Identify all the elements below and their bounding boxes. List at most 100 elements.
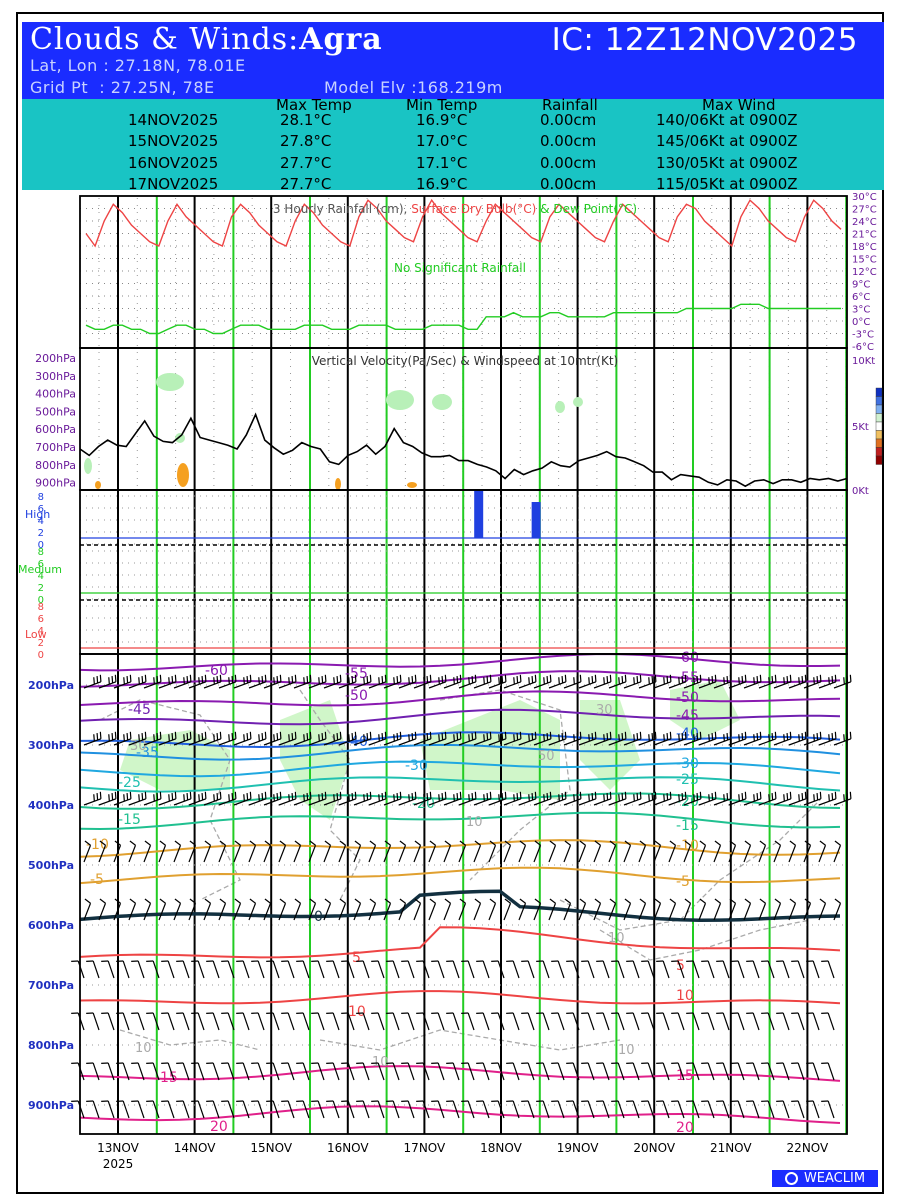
wind-barb — [248, 681, 267, 689]
colour-scale-swatch — [875, 455, 883, 465]
wind-barb — [263, 798, 282, 806]
wind-barb — [737, 1012, 745, 1031]
wind-barb-feather — [636, 793, 639, 801]
colour-scale-swatch — [875, 438, 883, 448]
wind-barb — [797, 1100, 805, 1119]
wind-barb-feather — [414, 791, 417, 799]
wind-barb-feather — [408, 794, 410, 802]
wind-barb — [302, 960, 310, 979]
wind-barb-feather — [444, 674, 447, 682]
cloud-tick-label: 8 — [38, 602, 44, 613]
wind-barb-feather — [516, 676, 519, 684]
vv-downdraft-region — [95, 481, 101, 489]
wind-barb-feather — [501, 793, 504, 801]
wind-barb — [767, 1012, 775, 1031]
wind-barb-feather — [261, 793, 264, 801]
wind-barb — [182, 960, 190, 979]
wind-barb-feather — [279, 898, 286, 904]
wind-barb — [752, 1062, 760, 1081]
wind-barb-feather — [174, 791, 177, 799]
wind-barb — [467, 1012, 475, 1031]
wind-barb-feather — [561, 676, 564, 684]
wind-barb — [587, 1100, 595, 1119]
wind-barb-feather — [759, 674, 762, 682]
wind-barb-feather — [759, 898, 766, 904]
row-max-temp: 27.7°C — [280, 154, 332, 172]
wind-barb — [242, 1062, 250, 1081]
wind-barb — [578, 845, 587, 863]
wind-barb-feather — [213, 677, 215, 685]
wind-barb-feather — [384, 674, 387, 682]
wind-barb — [818, 798, 837, 806]
wind-barb-feather — [303, 677, 305, 685]
wind-barb-feather — [234, 898, 241, 904]
wind-barb-feather — [684, 731, 687, 739]
wind-barb-feather — [348, 734, 350, 742]
x-day-label: 18NOV — [480, 1141, 522, 1155]
wind-barb-feather — [243, 677, 245, 685]
wind-barb-feather — [363, 794, 365, 802]
cloud-tick-label: 6 — [38, 504, 44, 515]
wind-barb — [572, 1100, 580, 1119]
wind-barb-feather — [114, 791, 117, 799]
wind-barb — [698, 798, 717, 806]
wind-barb — [488, 681, 507, 689]
vv-pressure-label: 300hPa — [35, 370, 76, 383]
wind-barb-feather — [261, 676, 264, 684]
wind-barb — [173, 903, 182, 921]
wind-barb-feather — [639, 898, 646, 904]
wind-barb — [458, 681, 477, 689]
wind-barb-feather — [768, 734, 770, 742]
wind-barb-feather — [381, 676, 384, 684]
wind-barb-feather — [234, 674, 237, 682]
wind-barb — [473, 845, 482, 863]
wind-barb-feather — [624, 791, 627, 799]
wind-barb — [788, 738, 807, 746]
wind-barb-feather — [351, 793, 354, 801]
wind-barb-feather — [114, 840, 121, 846]
wind-barb — [518, 845, 527, 863]
wind-barb — [803, 903, 812, 921]
wind-barb-feather — [456, 793, 459, 801]
wind-barb-feather — [189, 840, 196, 846]
wind-barb-feather — [834, 674, 837, 682]
wind-barb-feather — [324, 840, 331, 846]
wind-barb — [608, 798, 627, 806]
isotherm-label: -60 — [205, 663, 228, 679]
wind-barb — [548, 681, 567, 689]
wind-barb — [833, 845, 842, 863]
wind-barb — [587, 960, 595, 979]
wind-barb — [233, 845, 242, 863]
vv-downdraft-region — [407, 482, 417, 488]
wind-barb — [467, 960, 475, 979]
wind-barb-feather — [219, 840, 226, 846]
wind-barb-feather — [351, 733, 354, 741]
wind-barb-feather — [411, 793, 414, 801]
wind-barb — [602, 960, 610, 979]
wind-barb — [422, 1012, 430, 1031]
wind-barb-feather — [534, 674, 537, 682]
rh-contour — [319, 1029, 621, 1051]
wind-barb — [473, 903, 482, 921]
wind-barb-feather — [198, 794, 200, 802]
wind-barb-feather — [699, 674, 702, 682]
col-header-min-temp: Min Temp — [406, 96, 478, 114]
cs-pressure-label: 700hPa — [28, 979, 74, 992]
isotherm-line — [79, 926, 841, 959]
wind-barb-feather — [588, 677, 590, 685]
isotherm-label: -50 — [676, 690, 699, 706]
wind-barb — [617, 1012, 625, 1031]
wind-barb-feather — [621, 676, 624, 684]
wind-barb-feather — [549, 840, 556, 846]
wind-barb — [122, 1100, 130, 1119]
x-day-label: 22NOV — [787, 1141, 829, 1155]
wind-barb-feather — [99, 898, 106, 904]
cloud-tick-label: 0 — [38, 650, 44, 661]
wind-barb — [662, 960, 670, 979]
wind-barb — [608, 845, 617, 863]
vv-updraft-region — [432, 394, 452, 410]
wind-barb-feather — [534, 731, 537, 739]
wind-barb-feather — [414, 898, 421, 904]
wind-barb-feather — [99, 731, 102, 739]
wind-barb — [302, 1100, 310, 1119]
